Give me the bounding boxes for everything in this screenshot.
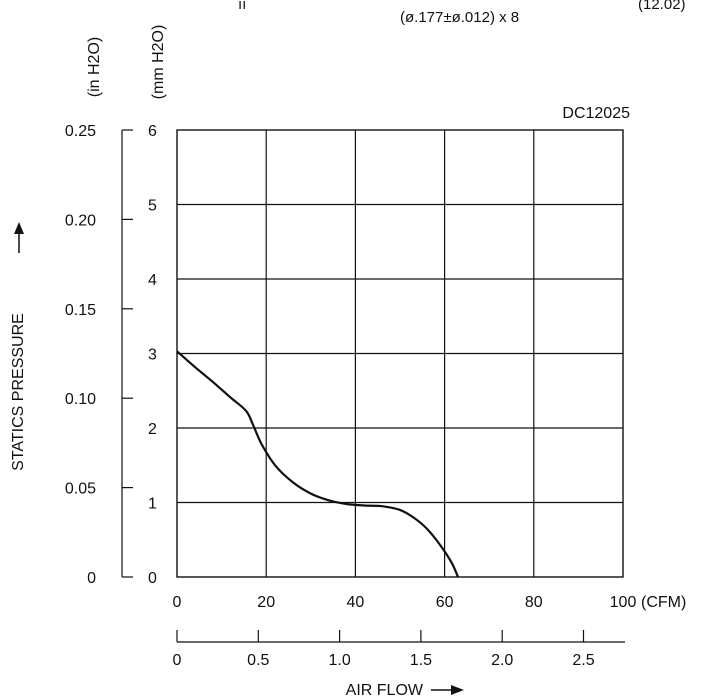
header-hole-spec: (ø.177±ø.012) x 8 [400,9,519,26]
y-unit-primary: (mm H2O) [150,25,167,100]
x-tick-label: 60 [436,594,454,611]
y-tick-label: 3 [148,347,157,364]
secondary-x-tick-label: 1.5 [410,652,432,669]
header-right-note: (12.02) [638,0,686,13]
series [176,350,460,578]
primary-x-ticks: 0 20 40 60 80 100 [173,594,637,611]
secondary-y-tick-label: 0.20 [65,212,96,229]
secondary-y-tick-label: 0 [87,570,96,587]
y-axis-arrow-head [14,222,24,234]
y-axis-title-group: STATICS PRESSURE [10,222,27,471]
secondary-x-tick-label: 2.0 [491,652,513,669]
secondary-y-tick-label: 0.25 [65,123,96,140]
y-unit-secondary: (in H2O) [86,37,103,97]
plot-frame [176,129,624,578]
secondary-x-axis: 0 0.5 1.0 1.5 2.0 2.5 [173,630,625,669]
model-label: DC12025 [562,105,630,122]
x-tick-label: 40 [347,594,365,611]
y-tick-label: 0 [148,570,157,587]
header-left-mark: ıı [238,0,246,13]
x-unit-label: (CFM) [641,594,686,611]
secondary-y-tick-label: 0.10 [65,391,96,408]
secondary-y-tick-label: 0.15 [65,302,96,319]
pq-curve [176,350,460,578]
secondary-y-tick-label: 0.05 [65,481,96,498]
x-tick-label: 0 [173,594,182,611]
y-tick-label: 2 [148,421,157,438]
secondary-x-tick-label: 0.5 [247,652,269,669]
y-tick-label: 4 [148,272,157,289]
y-tick-label: 6 [148,123,157,140]
secondary-x-tick-label: 0 [173,652,182,669]
y-tick-label: 5 [148,198,157,215]
y-tick-label: 1 [148,496,157,513]
x-tick-label: 80 [525,594,543,611]
y-axis-title: STATICS PRESSURE [10,313,27,471]
x-tick-label: 20 [257,594,275,611]
x-axis-title: AIR FLOW [346,682,424,698]
secondary-x-tick-label: 1.0 [328,652,350,669]
primary-y-ticks: 0 1 2 3 4 5 6 [148,123,157,587]
x-axis-arrow-head [451,685,464,695]
x-tick-label: 100 [610,594,637,611]
x-axis-title-group: AIR FLOW [346,682,464,698]
secondary-x-tick-label: 2.5 [572,652,594,669]
grid [176,129,624,578]
secondary-y-axis: 0 0.05 0.10 0.15 0.20 0.25 [65,123,133,587]
